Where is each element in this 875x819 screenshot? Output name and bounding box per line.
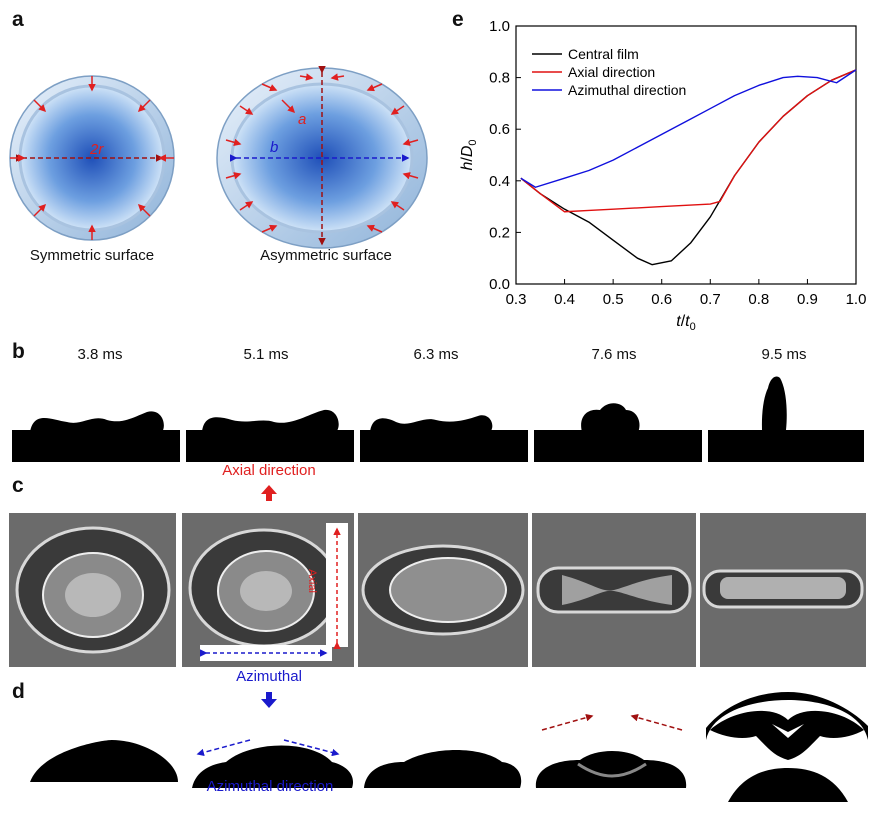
panel-c-label: c — [12, 474, 24, 497]
x-axis-label: t/t0 — [676, 313, 695, 333]
panel-b-label: b — [12, 340, 25, 363]
symmetric-caption: Symmetric surface — [29, 247, 155, 264]
symmetric-droplet — [9, 75, 175, 241]
panel-a-label: a — [12, 8, 24, 31]
x-tick-label: 0.8 — [748, 291, 769, 308]
photo-frame-4 — [532, 513, 696, 667]
side-view-frame — [12, 411, 180, 462]
x-tick-label: 0.3 — [506, 291, 527, 308]
series-line-axial-direction — [520, 69, 857, 213]
panel-e-label: e — [452, 8, 464, 31]
time-label: 6.3 ms — [413, 346, 459, 363]
asymmetric-droplet — [216, 66, 428, 249]
spreading-strip — [30, 690, 868, 802]
series-line-azimuthal-direction — [520, 69, 857, 188]
side-view-frame — [534, 403, 702, 462]
photo-frame-2: Axial — [182, 513, 354, 667]
legend-entry: Central film — [568, 46, 639, 62]
axial-direction-title: Axial direction — [222, 462, 316, 479]
spreading-frame — [30, 740, 178, 782]
side-view-frame — [708, 376, 864, 462]
x-tick-label: 0.5 — [603, 291, 624, 308]
thickness-chart: 0.3 0.4 0.5 0.6 0.7 0.8 0.9 1.0 0.0 0.2 0.4 0.6 0.8 1… — [459, 18, 867, 333]
time-label: 9.5 ms — [761, 346, 807, 363]
legend-entry: Azimuthal direction — [568, 82, 686, 98]
axial-inset-label: Axial — [305, 569, 318, 593]
x-tick-label: 0.6 — [651, 291, 672, 308]
azimuthal-direction-label: Azimuthal direction — [206, 778, 334, 795]
spreading-frame — [192, 739, 354, 788]
spreading-frame — [364, 750, 522, 788]
y-tick-label: 0.4 — [489, 173, 510, 190]
spreading-frame — [535, 714, 687, 788]
series-line-central-film — [520, 69, 857, 266]
y-tick-label: 1.0 — [489, 18, 510, 35]
photo-frame-3 — [358, 513, 528, 667]
y-axis-label: h/D0 — [459, 139, 479, 170]
time-label: 7.6 ms — [591, 346, 637, 363]
y-tick-label: 0.0 — [489, 276, 510, 293]
time-label: 5.1 ms — [243, 346, 289, 363]
x-tick-label: 1.0 — [846, 291, 867, 308]
side-view-frame — [186, 409, 354, 462]
side-view-frame — [360, 415, 528, 462]
y-tick-label: 0.6 — [489, 121, 510, 138]
asymmetric-dim-b: b — [270, 139, 278, 156]
axial-up-arrow — [261, 485, 277, 501]
photo-frame-1 — [9, 513, 176, 667]
plot-frame — [515, 25, 857, 285]
time-label: 3.8 ms — [77, 346, 123, 363]
azimuthal-title: Azimuthal — [236, 668, 302, 685]
panel-a-illustration: 2r a b — [9, 66, 428, 249]
panel-d-label: d — [12, 680, 25, 703]
y-tick-label: 0.2 — [489, 224, 510, 241]
symmetric-dim-label: 2r — [89, 141, 104, 158]
x-tick-label: 0.9 — [797, 291, 818, 308]
asymmetric-dim-a: a — [298, 111, 306, 128]
x-tick-label: 0.4 — [554, 291, 575, 308]
legend-entry: Axial direction — [568, 64, 655, 80]
spreading-frame — [706, 690, 868, 802]
x-tick-label: 0.7 — [700, 291, 721, 308]
azimuthal-down-arrow — [261, 692, 277, 708]
y-tick-label: 0.8 — [489, 70, 510, 87]
side-view-strip — [12, 376, 864, 462]
asymmetric-caption: Asymmetric surface — [260, 247, 392, 264]
photo-frame-5 — [700, 513, 866, 667]
